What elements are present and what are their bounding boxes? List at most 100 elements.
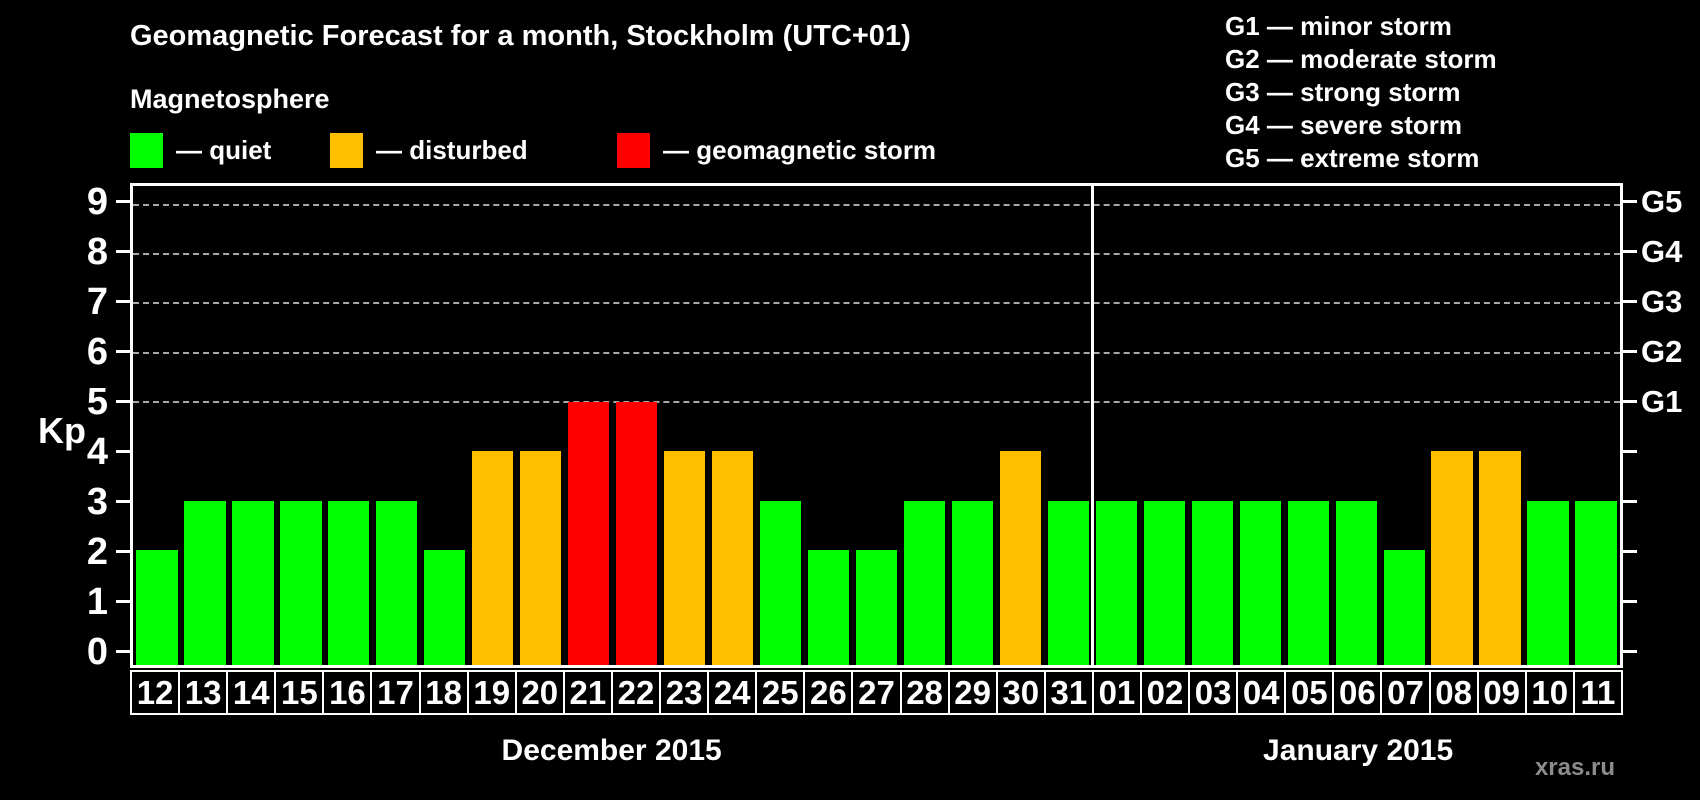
- kp-status-legend: — quiet — disturbed — geomagnetic storm: [130, 131, 1030, 169]
- kp-bar-day-18: [424, 550, 466, 665]
- plot-area: [130, 183, 1623, 668]
- gridline-kp9: [133, 203, 1620, 206]
- kp-bar-day-20: [520, 451, 562, 665]
- y-tick-right-0: [1623, 650, 1637, 654]
- day-cell-05: 05: [1284, 670, 1335, 715]
- y-axis-label: Kp: [38, 410, 86, 451]
- y-tick-label-7: 7: [86, 280, 108, 323]
- day-cell-02: 02: [1139, 670, 1191, 715]
- legend-swatch-storm: [617, 132, 650, 168]
- month-axis: December 2015 January 2015: [130, 734, 1623, 776]
- kp-bar-day-09: [1479, 451, 1521, 665]
- day-cell-14: 14: [226, 670, 277, 715]
- gridline-kp7: [133, 302, 1620, 305]
- day-cell-09: 09: [1476, 670, 1527, 715]
- y-tick-right-9: [1623, 200, 1637, 204]
- y-tick-left-1: [116, 600, 130, 604]
- y-tick-left-5: [116, 400, 130, 404]
- day-cell-30: 30: [995, 670, 1046, 715]
- gridline-kp6: [133, 351, 1620, 354]
- gridline-kp8: [133, 253, 1620, 256]
- day-cell-18: 18: [418, 670, 469, 715]
- day-cell-20: 20: [514, 670, 565, 715]
- g-legend-line: G5 — extreme storm: [1225, 143, 1480, 173]
- y-tick-left-2: [116, 550, 130, 554]
- kp-bar-day-30: [999, 451, 1042, 665]
- kp-bar-day-26: [807, 550, 850, 665]
- month-label: December 2015: [501, 734, 722, 767]
- legend-swatch-disturbed: [330, 132, 363, 168]
- g-legend-line: G1 — minor storm: [1225, 11, 1452, 41]
- kp-bar-day-29: [951, 500, 994, 665]
- kp-bar-day-06: [1335, 500, 1377, 665]
- day-axis: 12 13 14 15 16 17 18 19 20 21 22 23 24 25 26 27 28 29 30 31…: [130, 670, 1623, 715]
- legend-label: — disturbed: [376, 134, 528, 165]
- y-tick-right-4: [1623, 450, 1637, 454]
- y-tick-left-0: [116, 650, 130, 654]
- kp-bar-day-24: [711, 451, 754, 665]
- day-cell-26: 26: [803, 670, 854, 715]
- y-tick-left-4: [116, 450, 130, 454]
- kp-bar-day-16: [328, 500, 370, 665]
- y-tick-right-5: [1623, 400, 1637, 404]
- g-label-G1: G1: [1641, 383, 1683, 419]
- y-tick-right-2: [1623, 550, 1637, 554]
- y-tick-right-7: [1623, 300, 1637, 304]
- month-divider-line: [1091, 186, 1095, 665]
- legend-label: — geomagnetic storm: [663, 134, 937, 165]
- plot-wrapper: 0 1 2 3 4 5 6 7 8 9 G1 G2 G3 G4 G5: [87, 182, 1683, 672]
- y-tick-label-9: 9: [86, 180, 108, 223]
- watermark: xras.ru: [1534, 754, 1615, 781]
- y-tick-label-2: 2: [86, 530, 108, 573]
- kp-bar-day-25: [759, 500, 802, 665]
- y-tick-label-6: 6: [86, 330, 108, 373]
- kp-bar-day-07: [1383, 550, 1425, 665]
- legend-item-disturbed: — disturbed: [330, 131, 528, 169]
- kp-bar-day-04: [1239, 500, 1281, 665]
- legend-label: — quiet: [176, 134, 272, 165]
- y-tick-left-8: [116, 250, 130, 254]
- kp-bar-day-02: [1143, 500, 1185, 665]
- day-cell-22: 22: [610, 670, 662, 715]
- day-cell-15: 15: [274, 670, 325, 715]
- kp-bar-day-12: [136, 550, 178, 665]
- day-cell-24: 24: [707, 670, 758, 715]
- kp-bar-day-11: [1575, 500, 1617, 665]
- legend-item-quiet: — quiet: [130, 131, 271, 169]
- day-cell-10: 10: [1524, 670, 1575, 715]
- g-label-G5: G5: [1641, 183, 1683, 219]
- g-legend-line: G2 — moderate storm: [1225, 44, 1497, 74]
- day-cell-12: 12: [130, 670, 181, 715]
- day-cell-04: 04: [1236, 670, 1287, 715]
- kp-bar-day-28: [903, 500, 946, 665]
- magnetosphere-label: Magnetosphere: [130, 84, 330, 114]
- y-tick-right-6: [1623, 350, 1637, 354]
- g-legend-line: G4 — severe storm: [1225, 110, 1463, 140]
- g-label-G3: G3: [1641, 283, 1683, 319]
- kp-bar-day-05: [1287, 500, 1329, 665]
- y-tick-label-8: 8: [86, 230, 108, 273]
- kp-bar-day-01: [1095, 500, 1137, 665]
- month-label: January 2015: [1263, 734, 1454, 767]
- kp-bar-day-08: [1431, 451, 1473, 665]
- day-cell-13: 13: [178, 670, 229, 715]
- kp-bar-day-31: [1047, 500, 1089, 665]
- g-label-G2: G2: [1641, 333, 1683, 369]
- g-label-G4: G4: [1641, 233, 1683, 269]
- kp-bar-day-14: [232, 500, 274, 665]
- day-cell-11: 11: [1572, 670, 1623, 715]
- y-tick-label-5: 5: [86, 380, 108, 423]
- kp-bar-day-21: [568, 402, 610, 665]
- day-cell-01: 01: [1091, 670, 1142, 715]
- chart-title: Geomagnetic Forecast for a month, Stockh…: [130, 20, 911, 52]
- day-cell-08: 08: [1428, 670, 1479, 715]
- kp-bar-day-22: [616, 402, 658, 665]
- y-tick-right-3: [1623, 500, 1637, 504]
- legend-swatch-quiet: [130, 132, 163, 168]
- y-tick-label-4: 4: [86, 430, 108, 473]
- day-cell-25: 25: [755, 670, 806, 715]
- kp-bar-day-23: [664, 451, 706, 665]
- day-cell-03: 03: [1188, 670, 1239, 715]
- y-tick-left-3: [116, 500, 130, 504]
- y-tick-label-3: 3: [86, 480, 108, 523]
